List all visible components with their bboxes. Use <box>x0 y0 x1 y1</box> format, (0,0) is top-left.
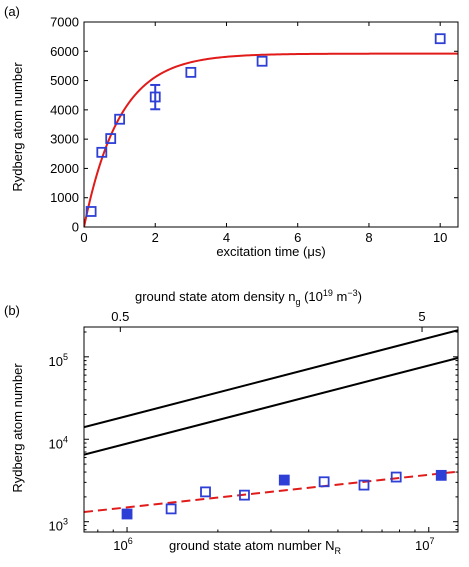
panel-b-y-tick-label: 105 <box>49 352 68 369</box>
panel-b-x-tick-label: 107 <box>415 536 434 553</box>
top-axis-label-main: ground state atom density n <box>135 289 295 304</box>
panel-b-label: (b) <box>4 303 20 318</box>
top-axis-label-unit: m <box>333 289 347 304</box>
panel-a-fit-curve <box>84 52 458 227</box>
panel-b-filled-data-point <box>278 474 290 486</box>
panel-a-data-point <box>185 66 197 78</box>
panel-a-label: (a) <box>4 4 20 19</box>
panel-a-data-point <box>114 113 126 125</box>
panel-a-series <box>84 52 458 227</box>
panel-a-x-tick-label: 8 <box>365 230 372 245</box>
panel-b-reference-line <box>84 356 458 456</box>
panel-a-x-axis-label: excitation time (μs) <box>216 244 325 259</box>
panel-a-markers <box>85 33 446 217</box>
panel-b: (b) ground state atom density ng (1019 m… <box>4 288 459 556</box>
top-axis-label-sup1: 19 <box>323 288 333 298</box>
panel-a: (a) Rydberg atom number excitation time … <box>4 4 459 259</box>
top-axis-label-sub: g <box>295 297 300 307</box>
panel-b-y-tick-label: 104 <box>49 434 68 451</box>
panel-a-x-tick-label: 0 <box>80 230 87 245</box>
x-axis-label-sub: R <box>334 546 341 556</box>
panel-a-y-axis-label: Rydberg atom number <box>10 62 25 192</box>
panel-a-x-tick-label: 6 <box>294 230 301 245</box>
panel-b-x-axis-label: ground state atom number NR <box>169 538 341 556</box>
panel-a-data-point <box>149 91 161 103</box>
panel-b-x-tick-label: 106 <box>113 536 132 553</box>
panel-a-y-tick-label: 4000 <box>50 102 79 117</box>
panel-b-reference-line <box>84 329 458 429</box>
panel-a-y-tick-label: 5000 <box>50 73 79 88</box>
panel-b-top-tick-label: 5 <box>418 309 425 324</box>
panel-b-ticks: 0.5 5 106 107 103 104 105 <box>49 309 458 553</box>
top-axis-label-mid: (10 <box>300 289 322 304</box>
x-axis-label-main: ground state atom number N <box>169 538 334 553</box>
panel-b-markers <box>121 469 447 520</box>
panel-a-data-point <box>105 133 117 144</box>
panel-b-open-data-point <box>239 489 250 501</box>
panel-a-x-tick-label: 2 <box>152 230 159 245</box>
panel-a-y-tick-label: 6000 <box>50 44 79 59</box>
panel-a-data-point <box>85 206 97 217</box>
panel-a-x-tick-label: 4 <box>223 230 230 245</box>
panel-b-open-data-point <box>165 503 177 515</box>
panel-a-y-tick-label: 1000 <box>50 190 79 205</box>
panel-b-filled-data-point <box>435 469 447 481</box>
panel-b-top-tick-label: 0.5 <box>111 309 129 324</box>
panel-b-open-data-point <box>318 476 330 488</box>
panel-b-open-data-point <box>358 479 370 491</box>
panel-b-y-axis-label: Rydberg atom number <box>10 363 25 493</box>
panel-a-plot-frame <box>83 21 459 228</box>
panel-b-top-axis-label: ground state atom density ng (1019 m−3) <box>135 288 362 307</box>
panel-a-y-tick-label: 2000 <box>50 161 79 176</box>
panel-b-open-data-point <box>200 486 211 498</box>
panel-b-y-tick-label: 103 <box>49 517 68 534</box>
panel-b-series <box>84 329 458 514</box>
top-axis-label-sup2: −3 <box>347 288 357 298</box>
panel-b-open-data-point <box>390 471 402 483</box>
panel-a-x-tick-label: 10 <box>433 230 447 245</box>
panel-b-plot-frame <box>83 326 459 533</box>
panel-a-y-tick-label: 0 <box>72 220 79 235</box>
panel-a-data-point <box>434 33 446 45</box>
panel-b-filled-data-point <box>121 508 133 520</box>
panel-a-y-tick-label: 7000 <box>50 15 79 30</box>
top-axis-label-end: ) <box>358 289 362 304</box>
panel-a-y-tick-label: 3000 <box>50 132 79 147</box>
panel-a-data-point <box>256 55 268 67</box>
panel-a-ticks: 0 2 4 6 8 10 0 1000 2000 3000 4000 5000 6000 7000 <box>50 15 458 245</box>
panel-a-data-point <box>96 146 108 158</box>
panel-b-fit-line <box>84 470 458 514</box>
